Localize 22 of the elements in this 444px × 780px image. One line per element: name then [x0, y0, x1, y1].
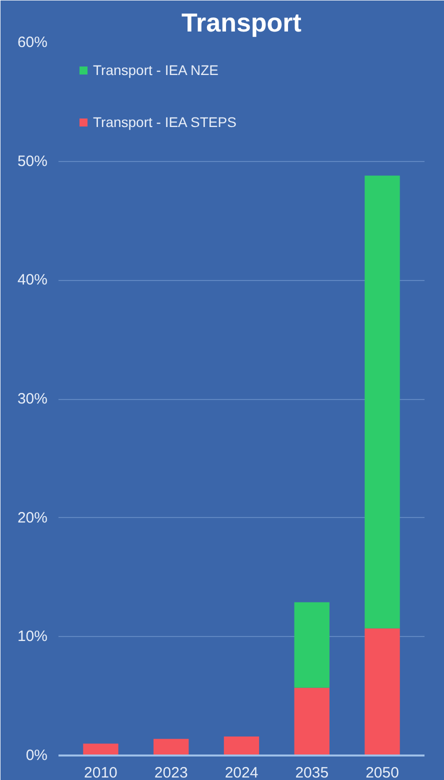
x-tick-label: 2050 — [366, 764, 399, 780]
x-tick-label: 2010 — [84, 764, 118, 780]
legend-label: Transport - IEA STEPS — [93, 114, 236, 130]
y-tick-label: 50% — [17, 152, 48, 170]
y-tick-label: 0% — [26, 747, 48, 764]
bar — [364, 176, 400, 628]
bar — [154, 738, 189, 756]
bar — [83, 744, 118, 756]
y-tick-label: 30% — [17, 390, 48, 408]
y-tick-label: 10% — [17, 628, 48, 646]
x-tick-label: 2024 — [224, 764, 258, 780]
y-tick-label: 20% — [17, 509, 48, 526]
bar — [294, 602, 330, 688]
bar — [294, 688, 330, 756]
bar — [224, 736, 260, 756]
bar — [364, 628, 400, 756]
y-tick-label: 60% — [17, 34, 48, 51]
chart-title: Transport — [182, 8, 302, 38]
x-tick-label: 2035 — [295, 764, 329, 780]
y-tick-label: 40% — [17, 272, 48, 289]
x-tick-label: 2023 — [154, 764, 188, 780]
legend-label: Transport - IEA NZE — [93, 62, 219, 78]
